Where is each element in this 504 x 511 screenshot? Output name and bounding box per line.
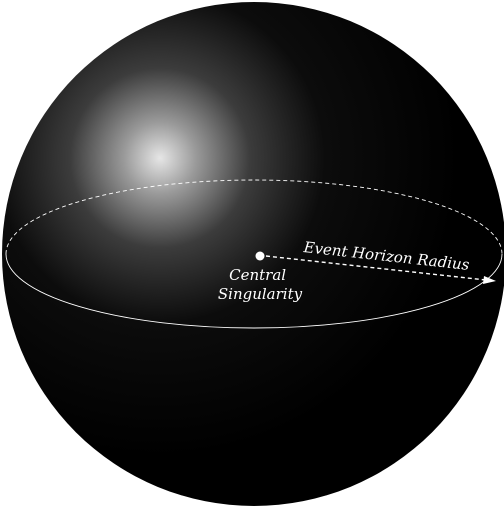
- radius-arrowhead: [483, 276, 496, 284]
- radius-line: [265, 255, 487, 281]
- equator-front-solid: [5, 253, 503, 329]
- singularity-point: [255, 251, 265, 261]
- singularity-label: Central Singularity: [218, 266, 303, 303]
- singularity-label-line-2: Singularity: [218, 285, 303, 303]
- singularity-label-line-1: Central: [229, 266, 286, 284]
